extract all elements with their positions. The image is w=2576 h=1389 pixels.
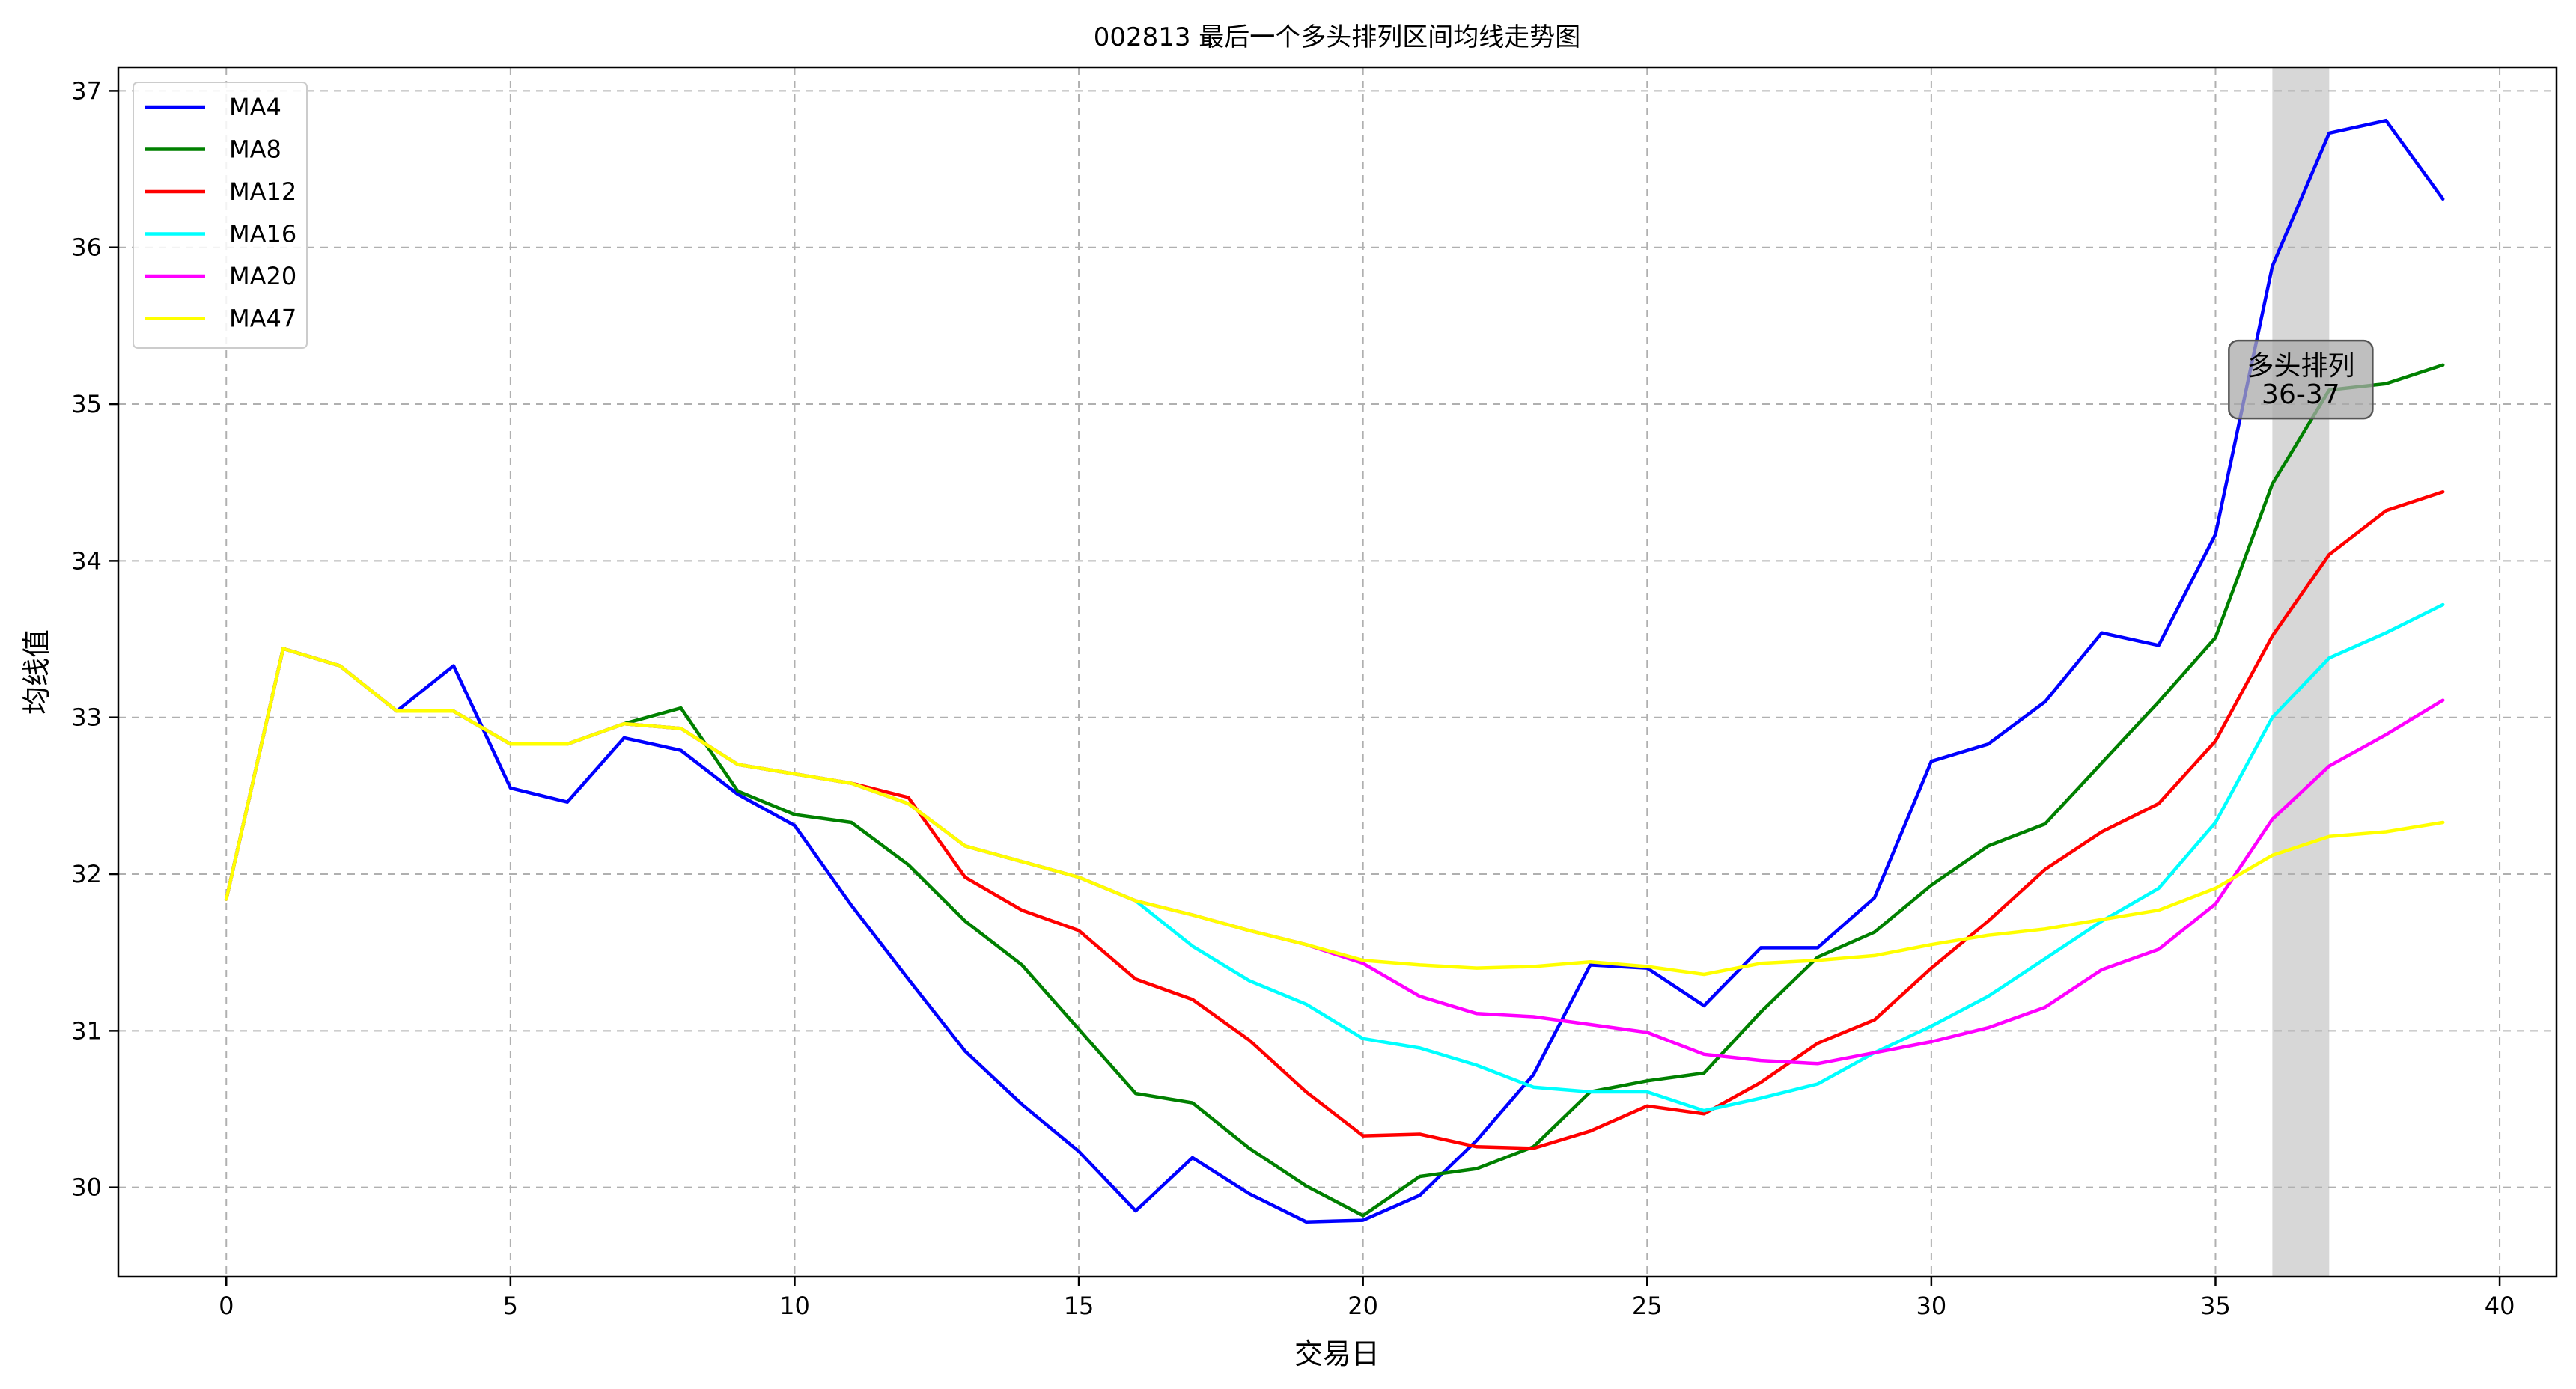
x-tick-label: 30 [1916,1292,1947,1320]
y-tick-label: 34 [71,546,102,575]
legend-label: MA4 [229,93,281,121]
grid-layer [118,67,2557,1277]
y-tick-label: 36 [71,233,102,262]
y-tick-label: 37 [71,76,102,105]
y-tick-label: 35 [71,390,102,418]
plot-area [117,66,2558,1278]
x-tick-label: 15 [1064,1292,1094,1320]
annotation-box [2228,339,2374,420]
legend-label: MA16 [229,220,296,248]
series-line-ma47 [224,647,2445,977]
x-axis: 0 5 10 15 20 25 30 35 40 [219,1277,2515,1320]
chart-title: 002813 最后一个多头排列区间均线走势图 [1094,22,1581,52]
y-tick-label: 31 [71,1016,102,1045]
legend-label: MA8 [229,135,281,164]
x-tick-label: 0 [219,1292,234,1320]
legend-label: MA20 [229,262,296,290]
x-tick-label: 35 [2200,1292,2231,1320]
highlight-layer [2272,67,2330,1277]
x-tick-label: 20 [1348,1292,1378,1320]
annotation-text: 36-37 [2262,379,2340,410]
x-tick-label: 25 [1632,1292,1663,1320]
plot-frame [117,66,2558,1278]
legend-label: MA47 [229,305,296,333]
y-axis: 30 31 32 33 34 35 36 37 [71,76,118,1202]
x-tick-label: 5 [503,1292,518,1320]
highlight-region [2272,67,2330,1277]
y-axis-label: 均线值 [20,629,53,715]
y-tick-label: 32 [71,860,102,888]
legend-label: MA12 [229,177,296,206]
y-tick-label: 30 [71,1173,102,1202]
series-line-ma4 [224,118,2445,1224]
annotation-text: 多头排列 [2247,351,2354,382]
series-layer [224,118,2445,1224]
x-tick-label: 40 [2485,1292,2515,1320]
x-axis-label: 交易日 [1294,1337,1380,1370]
y-tick-label: 33 [71,703,102,732]
legend: MA4 MA8 MA12 MA16 MA20 MA47 [133,82,308,349]
x-tick-label: 10 [779,1292,810,1320]
